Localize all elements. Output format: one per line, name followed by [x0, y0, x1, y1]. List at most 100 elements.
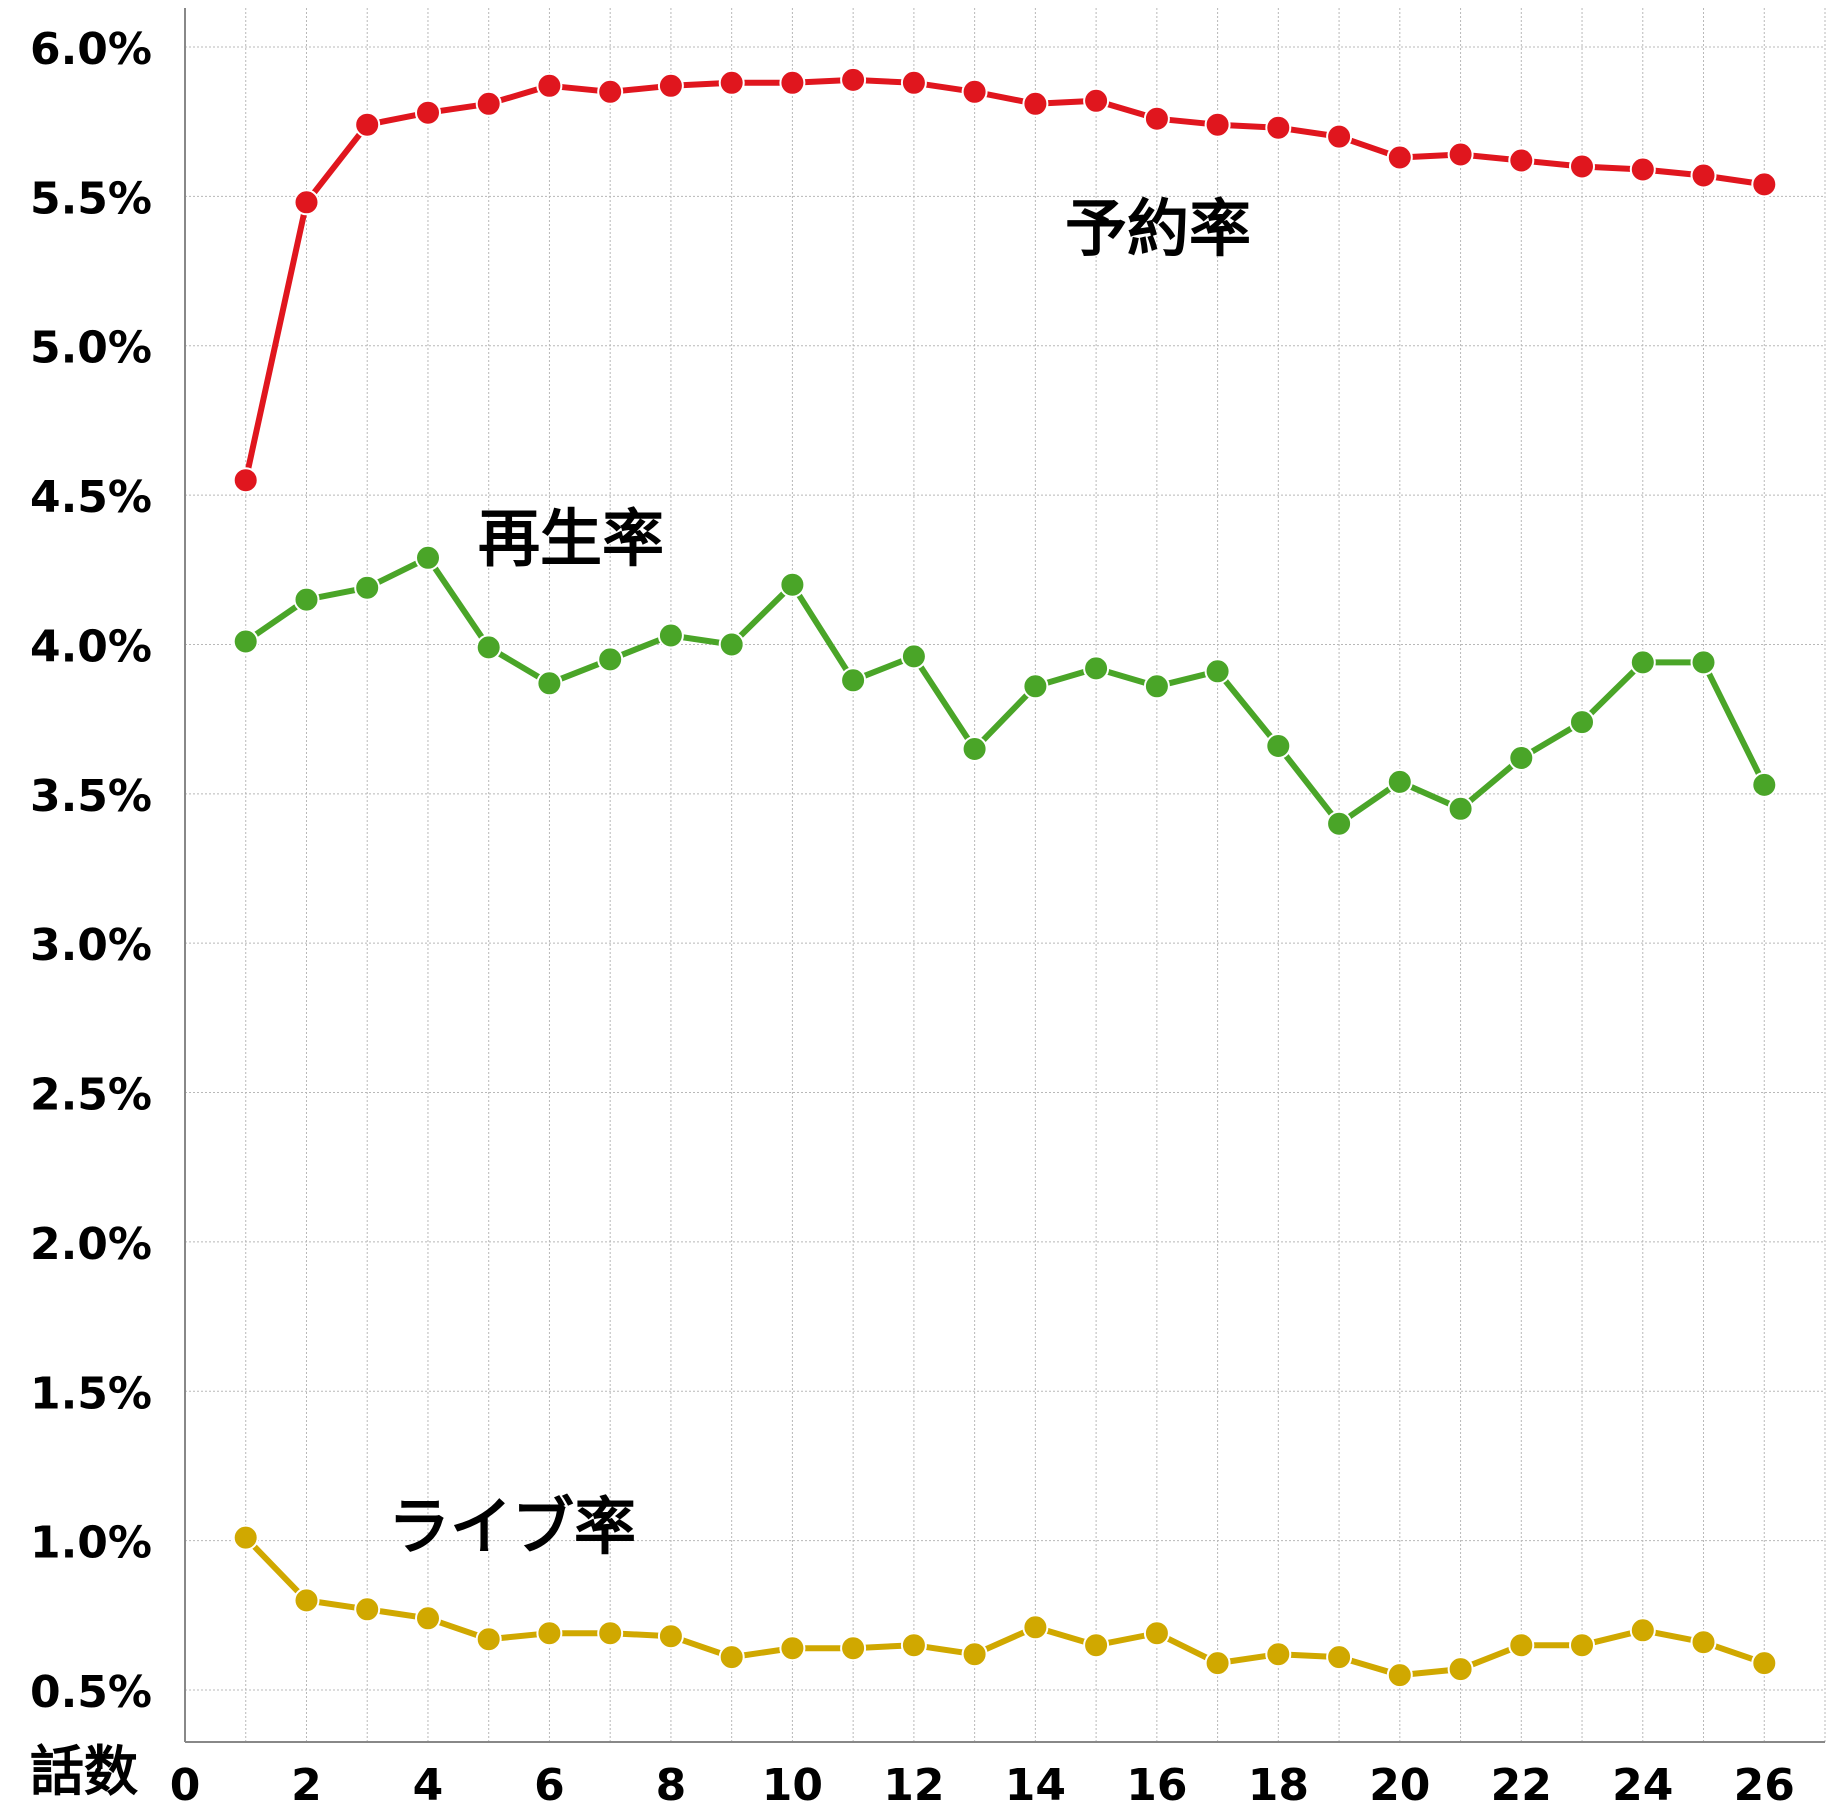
x-tick-label: 10 — [762, 1760, 823, 1811]
data-point — [1447, 1656, 1474, 1683]
series-1 — [232, 544, 1778, 837]
data-point — [1751, 771, 1778, 798]
y-tick-label: 5.0% — [30, 323, 152, 374]
data-point — [1508, 1632, 1535, 1659]
data-point — [1204, 658, 1231, 685]
y-tick-label: 3.0% — [30, 920, 152, 971]
data-point — [900, 69, 927, 96]
data-point — [840, 1635, 867, 1662]
data-point — [1083, 1632, 1110, 1659]
data-point — [1629, 1617, 1656, 1644]
data-point — [597, 1620, 624, 1647]
data-point — [536, 72, 563, 99]
y-tick-label: 4.5% — [30, 472, 152, 523]
data-point — [293, 189, 320, 216]
data-point — [840, 667, 867, 694]
data-point — [840, 66, 867, 93]
data-point — [1265, 114, 1292, 141]
y-tick-label: 4.0% — [30, 621, 152, 672]
y-tick-label: 5.5% — [30, 173, 152, 224]
data-point — [657, 72, 684, 99]
data-point — [1265, 733, 1292, 759]
data-point — [475, 1626, 502, 1653]
y-tick-label: 1.5% — [30, 1368, 152, 1419]
data-point — [1204, 1650, 1231, 1677]
data-point — [961, 1641, 988, 1668]
data-point — [1326, 1644, 1353, 1671]
data-point — [415, 99, 441, 126]
data-point — [232, 1524, 259, 1551]
x-tick-label: 18 — [1248, 1760, 1309, 1811]
data-point — [961, 736, 988, 762]
data-point — [779, 1635, 806, 1662]
series-label-reservation: 予約率 — [1065, 192, 1251, 265]
data-point — [1751, 171, 1778, 198]
x-tick-label: 14 — [1005, 1760, 1066, 1811]
data-point — [232, 467, 259, 494]
data-point — [354, 574, 381, 601]
data-point — [415, 1605, 441, 1632]
data-point — [1143, 673, 1170, 700]
data-point — [718, 631, 745, 658]
data-point — [1386, 1662, 1413, 1689]
data-point — [475, 634, 502, 661]
data-point — [536, 670, 563, 697]
x-tick-label: 2 — [291, 1760, 322, 1811]
data-point — [1508, 745, 1535, 771]
data-point — [657, 1623, 684, 1650]
y-tick-label: 2.0% — [30, 1219, 152, 1270]
data-point — [1326, 810, 1353, 837]
y-tick-label: 0.5% — [30, 1667, 152, 1718]
data-point — [1690, 1629, 1717, 1656]
series-2 — [232, 1524, 1778, 1689]
series-line — [243, 554, 1767, 827]
x-tick-label: 12 — [883, 1760, 944, 1811]
data-point — [597, 78, 624, 105]
x-tick-label: 22 — [1491, 1760, 1552, 1811]
x-tick-label: 4 — [413, 1760, 444, 1811]
data-point — [354, 1596, 381, 1623]
x-tick-label: 16 — [1126, 1760, 1187, 1811]
data-point — [1143, 1620, 1170, 1647]
data-point — [900, 1632, 927, 1659]
data-point — [1386, 144, 1413, 171]
data-point — [1569, 153, 1595, 180]
data-point — [475, 90, 502, 117]
axes — [184, 8, 1825, 1743]
data-point — [597, 646, 624, 673]
data-point — [718, 1644, 745, 1671]
data-point — [293, 1587, 320, 1614]
data-point — [1447, 795, 1474, 822]
data-point — [718, 69, 745, 96]
data-point — [1629, 649, 1656, 676]
series-label-playback: 再生率 — [478, 502, 664, 575]
data-point — [293, 586, 320, 613]
data-point — [1751, 1650, 1778, 1677]
data-point — [536, 1620, 563, 1647]
data-point — [1508, 147, 1535, 174]
data-point — [1083, 87, 1110, 114]
series-0 — [232, 66, 1778, 494]
data-point — [1386, 768, 1413, 795]
data-point — [1083, 655, 1110, 682]
data-point — [1265, 1641, 1292, 1668]
data-point — [1690, 649, 1717, 676]
series-line — [242, 76, 1765, 481]
x-tick-label: 20 — [1369, 1760, 1430, 1811]
series — [232, 66, 1778, 1689]
data-point — [1022, 673, 1049, 700]
x-tick-label: 26 — [1734, 1760, 1795, 1811]
data-point — [961, 78, 988, 105]
y-tick-label: 3.5% — [30, 771, 152, 822]
x-tick-label: 24 — [1612, 1760, 1673, 1811]
x-axis-label: 話数 — [30, 1740, 138, 1803]
data-point — [232, 628, 259, 655]
data-point — [1690, 162, 1717, 189]
data-point — [1447, 141, 1474, 168]
series-label-live: ライブ率 — [388, 1490, 636, 1563]
series-labels: 予約率 再生率 ライブ率 話数 — [30, 192, 1251, 1803]
data-point — [779, 571, 806, 598]
data-point — [900, 643, 927, 670]
data-point — [415, 544, 441, 571]
